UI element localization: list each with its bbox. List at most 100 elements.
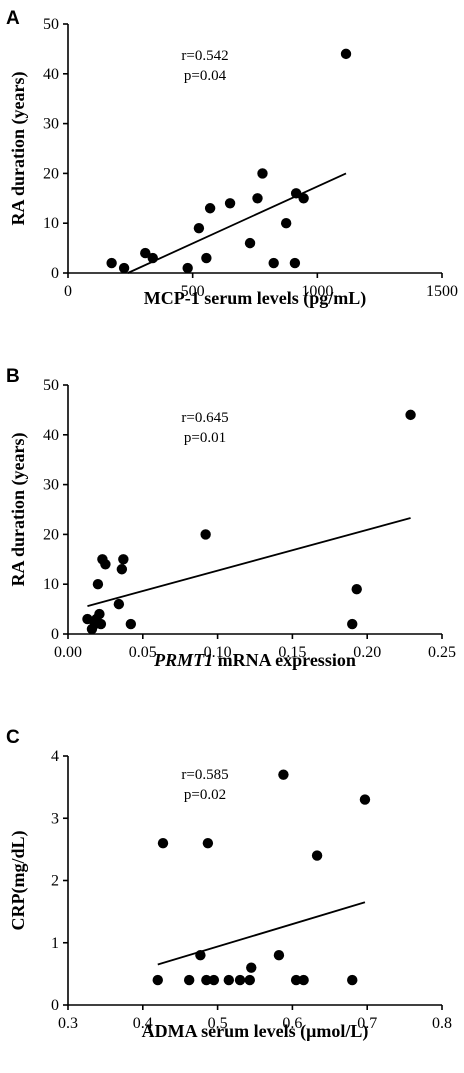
correlation-p: p=0.01 — [184, 430, 226, 446]
x-tick-label: 500 — [181, 283, 205, 300]
data-point — [246, 962, 257, 973]
x-tick-label: 0 — [64, 283, 72, 300]
data-point — [244, 237, 256, 249]
data-point — [289, 257, 301, 269]
data-point — [224, 198, 236, 209]
panel-b: B 0 10 20 30 40 50 0.00 0.05 0.10 0.15 0.20 0.25 PRMT… — [6, 366, 456, 670]
y-tick-label: 40 — [43, 66, 59, 83]
y-tick-label: 1 — [51, 935, 59, 952]
data-point — [257, 168, 268, 179]
data-point — [347, 618, 358, 630]
data-point — [298, 974, 309, 986]
data-point — [201, 252, 212, 264]
panel-label: C — [6, 727, 20, 748]
data-point — [95, 618, 107, 630]
data-point — [280, 218, 292, 229]
x-tick-label: 0.7 — [357, 1015, 377, 1032]
y-tick-label: 40 — [43, 427, 59, 444]
regression-line — [87, 517, 411, 607]
y-tick-label: 20 — [43, 165, 59, 182]
y-tick-label: 30 — [43, 477, 59, 494]
data-point — [311, 850, 323, 861]
data-point — [359, 794, 371, 805]
y-tick-label: 30 — [43, 116, 59, 133]
data-point — [278, 769, 289, 780]
data-point — [223, 974, 235, 986]
y-axis-title: CRP(mg/dL) — [8, 831, 29, 931]
data-point — [290, 188, 302, 199]
x-tick-label: 0.15 — [278, 644, 306, 661]
x-tick-label: 1000 — [301, 283, 333, 300]
panel-label: B — [6, 366, 20, 387]
data-point — [405, 409, 416, 421]
x-tick-label: 0.8 — [432, 1015, 452, 1032]
x-tick-label: 0.00 — [54, 644, 82, 661]
data-point — [157, 837, 169, 849]
y-tick-label: 3 — [51, 810, 59, 827]
x-tick-label: 0.4 — [133, 1015, 153, 1032]
data-point — [94, 608, 105, 620]
data-point — [182, 262, 193, 274]
data-point — [118, 554, 129, 565]
data-point — [252, 193, 263, 204]
data-point — [340, 48, 352, 60]
data-point — [92, 579, 104, 590]
data-point — [106, 257, 117, 269]
data-point — [347, 974, 358, 986]
y-tick-label: 10 — [43, 215, 59, 232]
x-tick-label: 0.20 — [353, 644, 381, 661]
y-axis-title: RA duration (years) — [8, 72, 29, 226]
y-axis-title: RA duration (years) — [8, 433, 29, 587]
panel-c: C 0 1 2 3 4 0.3 0.4 0.5 0.6 0.7 0.8 ADMA serum level… — [6, 727, 452, 1042]
data-point — [201, 974, 212, 986]
correlation-r: r=0.585 — [181, 767, 228, 783]
x-tick-label: 1500 — [426, 283, 458, 300]
x-axis-title-rest: mRNA expression — [213, 650, 356, 670]
data-point — [273, 950, 285, 961]
data-point — [183, 974, 195, 986]
x-axis-title: PRMT1 mRNA expression — [153, 650, 356, 670]
data-point — [290, 974, 302, 986]
regression-line — [157, 901, 366, 966]
y-tick-label: 0 — [51, 997, 59, 1014]
data-point — [204, 203, 216, 214]
x-tick-label: 0.10 — [204, 644, 232, 661]
data-point — [202, 837, 214, 849]
data-point — [82, 613, 93, 625]
y-tick-label: 0 — [51, 265, 59, 282]
data-point — [208, 974, 220, 986]
x-tick-label: 0.6 — [282, 1015, 302, 1032]
data-point — [118, 262, 130, 274]
data-point — [113, 598, 125, 610]
data-point — [268, 257, 279, 269]
y-tick-label: 2 — [51, 873, 59, 890]
panel-label: A — [6, 8, 20, 29]
x-tick-label: 0.5 — [208, 1015, 228, 1032]
data-point — [140, 247, 151, 259]
data-point — [298, 193, 309, 204]
x-tick-label: 0.05 — [129, 644, 157, 661]
data-point — [200, 529, 211, 540]
data-point — [193, 222, 205, 234]
x-tick-label: 0.3 — [58, 1015, 78, 1032]
y-tick-label: 20 — [43, 526, 59, 543]
x-axis-title: ADMA serum levels (μmol/L) — [142, 1021, 369, 1042]
y-tick-label: 50 — [43, 377, 59, 394]
data-point — [195, 950, 206, 961]
data-point — [152, 974, 163, 986]
data-point — [100, 559, 111, 570]
data-point — [116, 564, 128, 575]
y-tick-label: 10 — [43, 576, 59, 593]
correlation-p: p=0.02 — [184, 787, 226, 803]
data-point — [244, 974, 255, 986]
regression-line — [127, 172, 347, 274]
data-point — [351, 583, 362, 595]
x-axis-title-italic: PRMT1 — [153, 650, 213, 670]
y-tick-label: 4 — [51, 748, 59, 765]
x-tick-label: 0.25 — [428, 644, 456, 661]
y-tick-label: 0 — [51, 626, 59, 643]
correlation-p: p=0.04 — [184, 68, 227, 84]
data-point — [234, 974, 246, 986]
